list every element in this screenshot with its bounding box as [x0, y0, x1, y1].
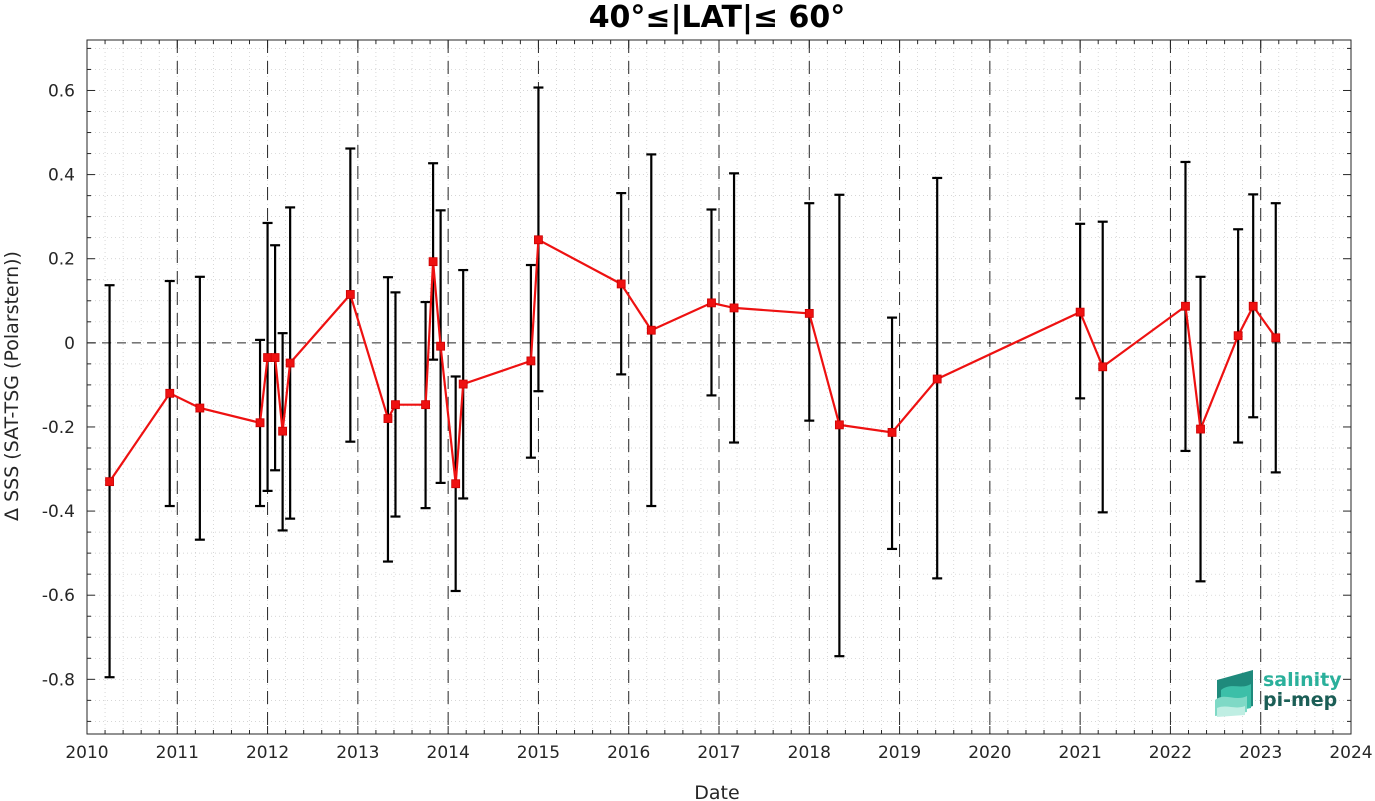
y-tick-label: 0.4 [48, 166, 75, 186]
x-tick-labels: 2010 2011 2012 2013 2014 2015 2016 2017 2018 2019… [65, 743, 1372, 763]
x-tick-label: 2024 [1329, 743, 1372, 763]
data-point [391, 400, 400, 410]
x-axis-label: Date [694, 782, 739, 801]
data-point [887, 428, 897, 437]
data-point [834, 420, 844, 430]
y-tick-label: -0.2 [42, 418, 75, 438]
y-tick-label: 0.2 [48, 250, 75, 270]
x-tick-label: 2013 [336, 743, 379, 763]
data-point [646, 325, 656, 335]
data-point [270, 353, 280, 362]
data-point [1098, 362, 1108, 372]
data-point [195, 403, 205, 413]
data-point [1075, 307, 1085, 317]
data-point [804, 308, 814, 318]
data-point [428, 257, 438, 267]
x-tick-label: 2016 [607, 743, 650, 763]
data-point [1271, 333, 1281, 343]
y-tick-label: 0.6 [48, 81, 75, 101]
x-tick-label: 2022 [1149, 743, 1192, 763]
y-tick-label: 0 [64, 334, 75, 354]
x-tick-label: 2017 [697, 743, 740, 763]
data-point [1196, 424, 1205, 434]
data-point [451, 479, 461, 489]
y-axis-label: Δ SSS (SAT-TSG (Polarstern)) [1, 251, 23, 521]
logo-text-salinity: salinity [1263, 669, 1342, 691]
data-point [616, 279, 626, 289]
data-point [255, 418, 265, 428]
data-point [932, 374, 942, 384]
data-point [105, 477, 114, 487]
data-point [534, 235, 543, 245]
x-tick-label: 2018 [788, 743, 831, 763]
y-tick-label: -0.8 [42, 670, 75, 690]
data-point [165, 388, 175, 398]
y-tick-label: -0.6 [42, 586, 75, 606]
data-point [278, 426, 288, 436]
salinity-pi-mep-logo: salinity pi-mep [1215, 669, 1342, 717]
x-tick-label: 2021 [1059, 743, 1102, 763]
data-point [458, 379, 468, 389]
axes-frame [86, 39, 1352, 735]
series-markers [105, 235, 1281, 489]
data-point [345, 290, 355, 299]
data-point [1248, 301, 1258, 311]
logo-text-pi-mep: pi-mep [1263, 689, 1337, 711]
y-tick-label: -0.4 [42, 502, 75, 522]
x-tick-label: 2019 [878, 743, 921, 763]
data-point [729, 303, 739, 313]
x-tick-label: 2015 [517, 743, 560, 763]
x-tick-label: 2023 [1239, 743, 1282, 763]
data-point [1233, 331, 1243, 341]
x-tick-label: 2012 [246, 743, 289, 763]
data-point [383, 414, 393, 423]
data-point [526, 356, 536, 366]
data-point [1181, 301, 1190, 311]
data-point [285, 358, 295, 368]
chart-title: 40°≤|LAT|≤ 60° [589, 0, 846, 35]
data-point [436, 341, 446, 351]
data-point [707, 298, 716, 308]
x-tick-label: 2020 [968, 743, 1011, 763]
logo-wave-icon [1215, 670, 1253, 717]
data-point [263, 353, 272, 362]
y-tick-labels: -0.8 -0.6 -0.4 -0.2 0 0.2 0.4 0.6 [42, 81, 75, 690]
data-point [421, 400, 430, 410]
x-tick-label: 2010 [65, 743, 108, 763]
x-tick-label: 2011 [156, 743, 199, 763]
error-bars [104, 86, 1281, 679]
x-tick-label: 2014 [427, 743, 470, 763]
